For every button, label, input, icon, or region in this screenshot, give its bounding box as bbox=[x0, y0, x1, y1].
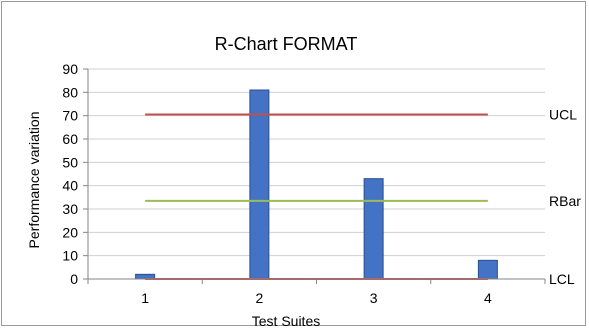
reference-line-label: RBar bbox=[549, 193, 581, 209]
y-tick-label: 10 bbox=[62, 248, 78, 264]
y-tick-label: 20 bbox=[62, 224, 78, 240]
x-axis-ticks: 1 2 3 4 bbox=[87, 279, 546, 306]
bar bbox=[249, 89, 270, 280]
y-tick-label: 80 bbox=[62, 84, 78, 100]
y-tick-label: 30 bbox=[62, 201, 78, 217]
x-tick-label: 3 bbox=[370, 290, 378, 306]
y-tick-label: 90 bbox=[62, 61, 78, 77]
reference-lines: UCL RBar LCL bbox=[145, 107, 581, 287]
bars bbox=[135, 89, 498, 280]
reference-line-label: UCL bbox=[549, 107, 577, 123]
y-tick-label: 60 bbox=[62, 131, 78, 147]
chart-title: R-Chart FORMAT bbox=[215, 34, 358, 54]
reference-line-label: LCL bbox=[549, 271, 575, 287]
bar bbox=[477, 259, 498, 280]
bar bbox=[363, 178, 384, 280]
x-axis-label: Test Suites bbox=[252, 313, 320, 328]
x-tick-label: 2 bbox=[255, 290, 263, 306]
y-tick-label: 40 bbox=[62, 178, 78, 194]
y-axis-label: Performance variation bbox=[26, 112, 42, 249]
y-tick-label: 70 bbox=[62, 108, 78, 124]
y-axis-ticks: 0 10 20 30 40 50 60 70 80 90 bbox=[62, 61, 88, 287]
x-tick-label: 4 bbox=[484, 290, 492, 306]
grid-lines bbox=[88, 68, 545, 257]
y-tick-label: 50 bbox=[62, 154, 78, 170]
x-tick-label: 1 bbox=[141, 290, 149, 306]
y-tick-label: 0 bbox=[70, 271, 78, 287]
